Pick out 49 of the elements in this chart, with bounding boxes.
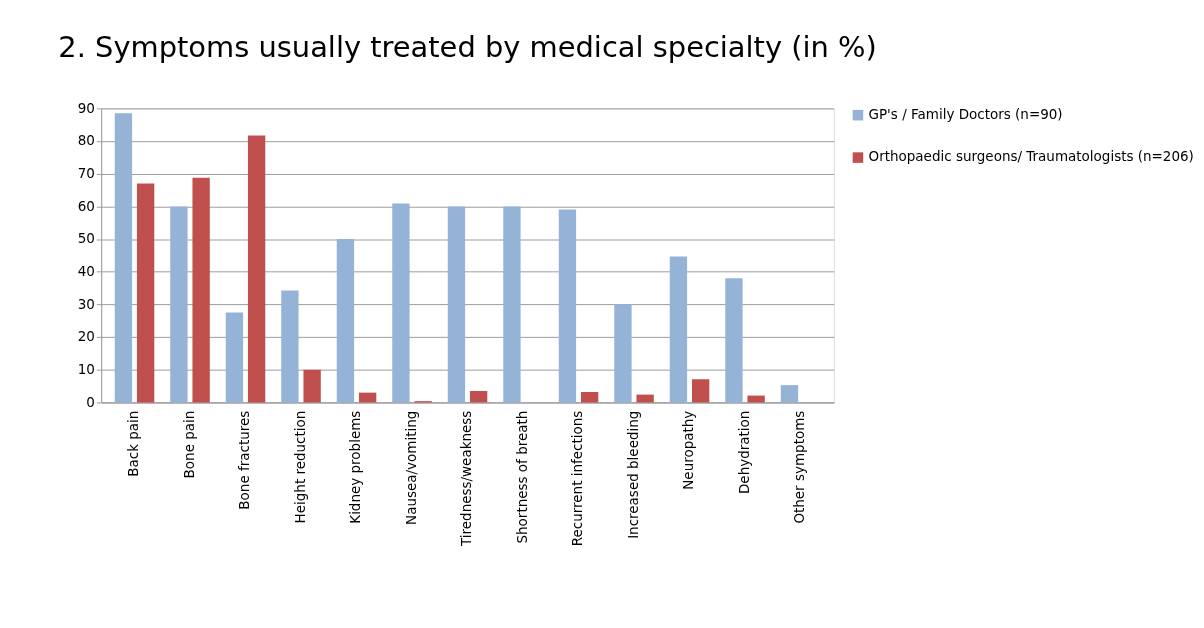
bar (170, 206, 188, 403)
x-tick-label: Increased bleeding (624, 410, 641, 539)
bar (392, 203, 410, 403)
y-tick-label: 80 (77, 132, 95, 149)
y-tick-label: 0 (86, 393, 95, 410)
bar (747, 395, 765, 403)
x-tick-label: Recurrent infections (569, 410, 586, 547)
y-tick-label: 90 (77, 99, 95, 116)
bar (636, 394, 654, 403)
bar (303, 369, 321, 403)
y-tick-label: 50 (77, 230, 95, 247)
x-tick-label: Nausea/vomiting (402, 410, 419, 525)
bar (469, 391, 488, 403)
x-tick-label: Neuropathy (680, 410, 697, 490)
x-tick-label: Bone fractures (236, 410, 253, 510)
y-tick-label: 70 (77, 165, 95, 182)
y-tick-label: 10 (77, 361, 95, 378)
x-tick-label: Shortness of breath (513, 410, 530, 544)
x-tick-label: Kidney problems (347, 410, 364, 524)
x-tick-label: Back pain (125, 410, 142, 477)
bar (669, 256, 688, 403)
bar (447, 206, 466, 403)
bar (114, 113, 133, 403)
legend-label: GP's / Family Doctors (n=90) (868, 106, 1063, 123)
bar (281, 290, 299, 403)
bar (614, 304, 632, 403)
bar (136, 183, 155, 403)
bar (558, 209, 577, 403)
bar (336, 239, 355, 403)
y-tick-label: 30 (77, 295, 95, 312)
chart-title: 2. Symptoms usually treated by medical specialty (in %) (58, 30, 877, 65)
legend-label: Orthopaedic surgeons/ Traumatologists (n=206) (868, 148, 1194, 165)
x-tick-label: Tiredness/weakness (458, 410, 475, 548)
bar (580, 391, 599, 403)
bar (691, 379, 710, 403)
y-tick-label: 40 (77, 263, 95, 280)
bar (725, 278, 743, 403)
y-tick-label: 20 (77, 328, 95, 345)
bar (247, 135, 266, 403)
x-tick-label: Height reduction (291, 410, 308, 524)
bar (192, 177, 210, 403)
bar (503, 206, 521, 403)
x-tick-label: Other symptoms (791, 410, 808, 524)
x-tick-label: Dehydration (735, 410, 752, 495)
y-tick-label: 60 (77, 197, 95, 214)
bar (358, 392, 377, 403)
bar (225, 312, 244, 403)
bar (780, 385, 799, 403)
x-tick-label: Bone pain (180, 410, 197, 479)
